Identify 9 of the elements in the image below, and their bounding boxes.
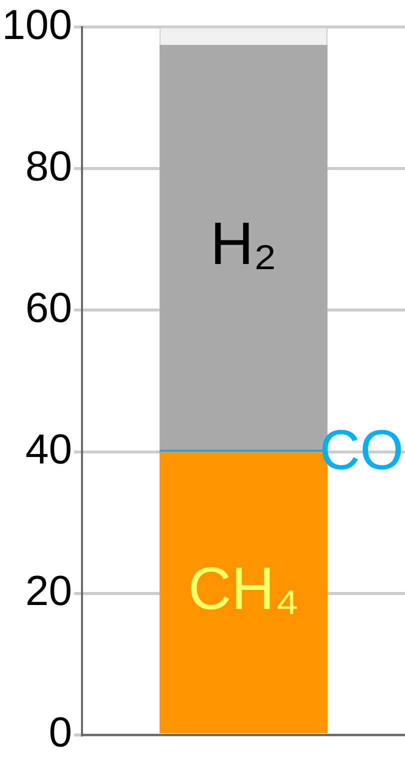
y-tick-label: 40 — [25, 425, 72, 472]
y-tick-label: 80 — [25, 142, 72, 190]
y-tick-label: 0 — [48, 708, 72, 756]
y-tick-label: 100 — [2, 0, 72, 48]
y-tick-label: 60 — [25, 284, 72, 331]
series-label: CO — [320, 418, 404, 482]
series-label: CH₄ — [188, 555, 300, 622]
series-label: H₂ — [210, 210, 277, 277]
y-tick-label: 20 — [25, 566, 72, 614]
